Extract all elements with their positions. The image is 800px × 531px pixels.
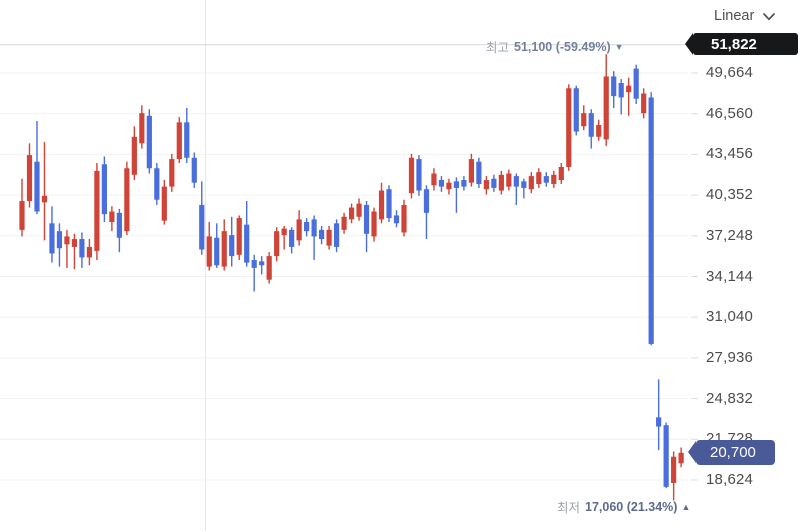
current-price-badge: 20,700 — [688, 440, 775, 465]
y-axis-tick-label: 24,832 — [706, 389, 754, 407]
y-axis-tick-label: 40,352 — [706, 186, 754, 204]
up-triangle-icon: ▲ — [681, 501, 691, 512]
y-axis-tick-label: 27,936 — [706, 348, 754, 366]
highest-value: 51,100 (-59.49%) — [514, 39, 611, 54]
y-axis-tick-label: 46,560 — [706, 104, 754, 122]
current-price-badge-label: 20,700 — [696, 440, 775, 465]
badge-arrow-left-icon — [685, 33, 693, 55]
badge-arrow-left-icon — [688, 441, 696, 463]
y-axis-tick-label: 49,664 — [706, 64, 754, 81]
scale-selector[interactable]: Linear — [714, 4, 776, 28]
high-price-badge: 51,822 — [685, 33, 798, 55]
y-axis-tick-label: 31,040 — [706, 308, 754, 326]
y-axis-tick-label: 43,456 — [706, 145, 754, 163]
y-axis-tick-label: 34,144 — [706, 267, 754, 285]
y-axis-tick-label: 18,624 — [706, 471, 754, 488]
y-axis-tick-label: 37,248 — [706, 226, 754, 244]
highest-label: 최고 — [486, 41, 510, 55]
highest-price-annotation: 최고 51,100 (-59.49%) ▼ — [486, 37, 624, 56]
high-price-badge-label: 51,822 — [693, 33, 798, 55]
lowest-label: 최저 — [557, 501, 581, 515]
lowest-price-annotation: 최저 17,060 (21.34%) ▲ — [557, 497, 690, 516]
scale-label: Linear — [714, 8, 755, 24]
chevron-down-icon — [763, 13, 776, 21]
down-triangle-icon: ▼ — [614, 41, 624, 52]
lowest-value: 17,060 (21.34%) — [585, 499, 678, 514]
